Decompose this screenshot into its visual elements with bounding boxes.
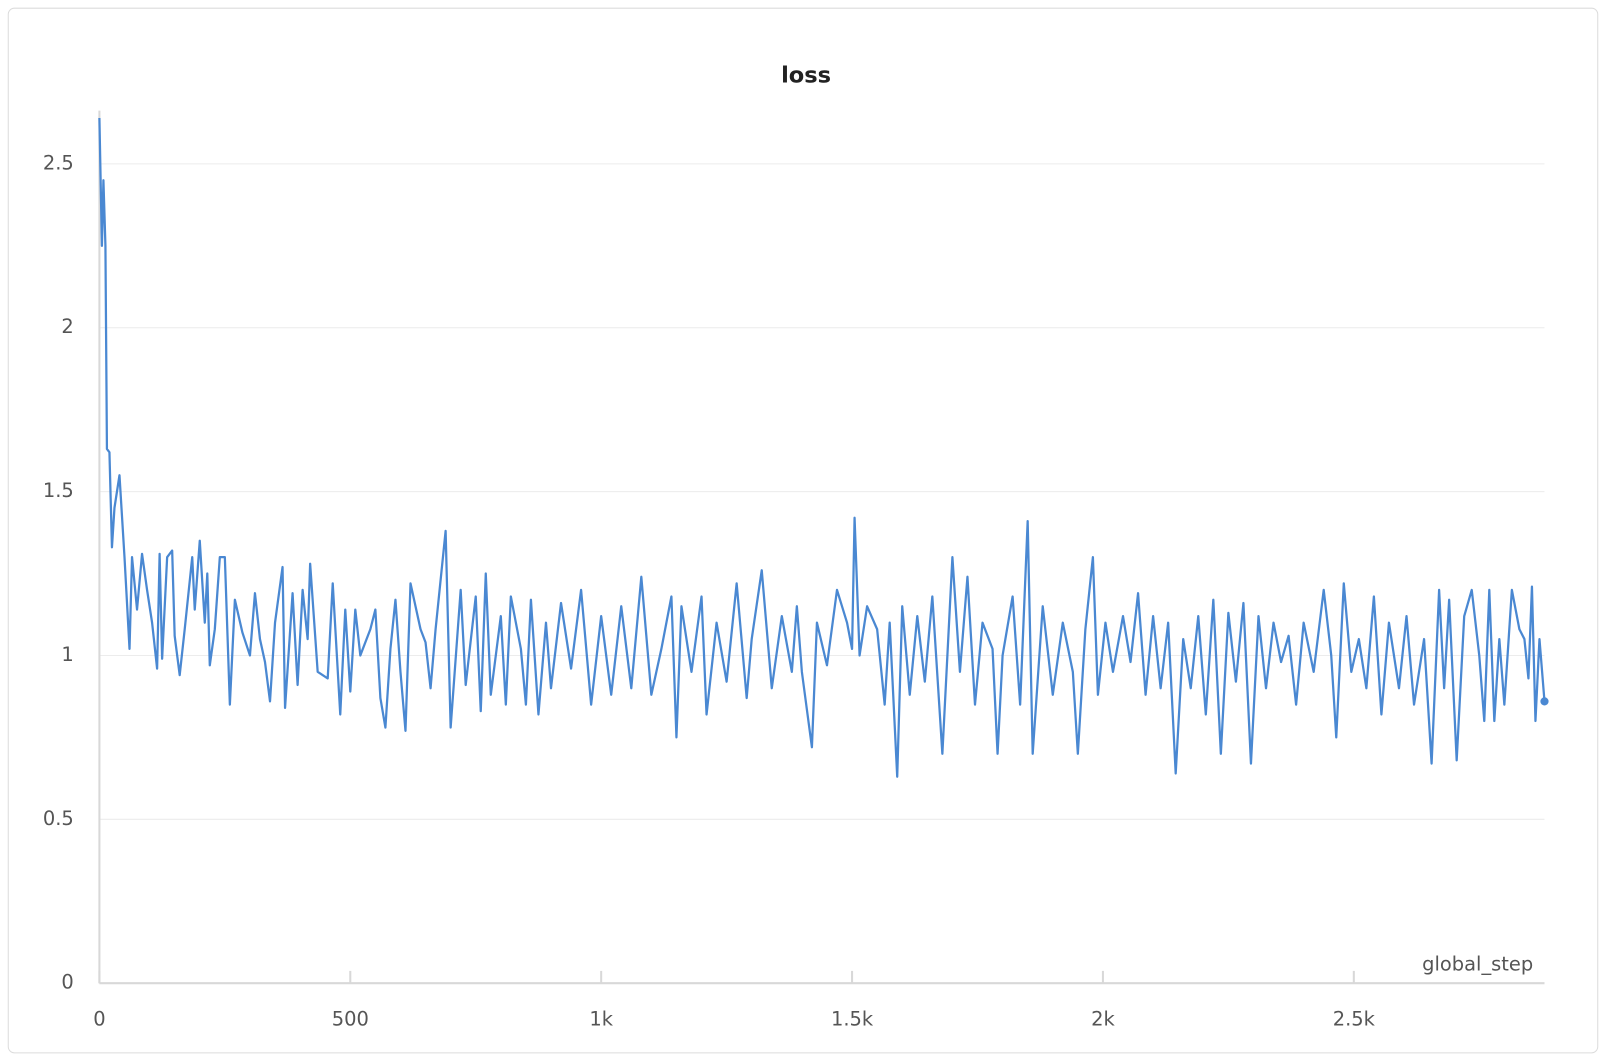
x-tick-label: 2.5k — [1333, 1008, 1376, 1031]
loss-line — [98, 117, 1546, 778]
y-tick-label: 0.5 — [43, 807, 74, 830]
chart-title: loss — [781, 62, 831, 88]
y-tick-label: 0 — [61, 971, 73, 994]
x-axis-label: global_step — [1422, 952, 1533, 975]
y-tick-label: 2 — [61, 315, 73, 338]
x-tick-label: 1k — [589, 1008, 613, 1031]
x-tick-label: 1.5k — [831, 1008, 874, 1031]
panel — [7, 7, 1599, 1054]
y-tick-label: 1.5 — [43, 479, 74, 502]
x-tick-label: 2k — [1091, 1008, 1115, 1031]
x-tick-label: 0 — [93, 1008, 105, 1031]
y-tick-label: 2.5 — [43, 151, 74, 174]
y-tick-label: 1 — [61, 643, 73, 666]
x-tick-label: 500 — [332, 1008, 369, 1031]
last-point — [1540, 697, 1549, 706]
